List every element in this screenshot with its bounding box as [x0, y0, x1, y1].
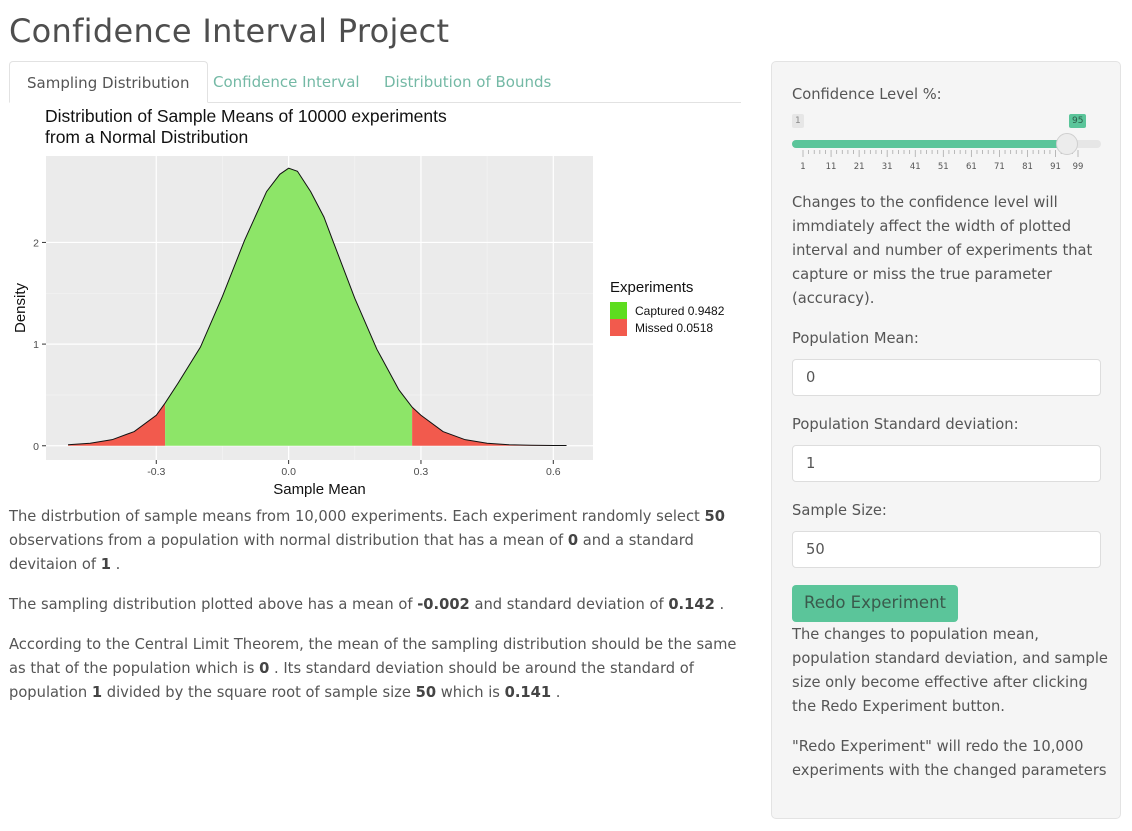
- page-title: Confidence Interval Project: [9, 12, 450, 50]
- density-curve: [68, 167, 567, 446]
- description: The distrbution of sample means from 10,…: [9, 505, 741, 721]
- slider-tick-label: 31: [882, 162, 893, 172]
- slider-tick-label: 41: [910, 162, 921, 172]
- x-tick-label: 0.0: [281, 466, 296, 478]
- slider-handle[interactable]: [1055, 133, 1078, 155]
- slider-ticks: 1 11 21 31 41 51 61 71 81 91 99: [800, 150, 1084, 172]
- confidence-level-slider[interactable]: 1 95 1 11 21 31 41 51 61 71 81 91 99: [792, 114, 1102, 184]
- legend-swatch-missed: [610, 319, 627, 336]
- sample-size-value: 50: [704, 508, 725, 525]
- y-tick-label: 2: [33, 237, 39, 249]
- population-sd-value: 1: [91, 684, 103, 701]
- slider-tick-label: 61: [966, 162, 977, 172]
- redo-note-2: "Redo Experiment" will redo the 10,000 e…: [792, 738, 1107, 779]
- text: which is: [440, 684, 500, 701]
- legend-label-captured: Captured 0.9482: [635, 304, 725, 318]
- population-mean-value: 0: [259, 660, 270, 677]
- redo-note: The changes to population mean, populati…: [792, 626, 1108, 715]
- text: .: [719, 596, 725, 613]
- sample-size-value: 50: [415, 684, 437, 701]
- confidence-note: Changes to the confidence level will imm…: [792, 194, 1093, 307]
- population-mean-label: Population Mean:: [792, 330, 919, 347]
- y-axis-label: Density: [12, 282, 29, 333]
- slider-min-badge: 1: [792, 114, 804, 128]
- slider-tick-label: 99: [1073, 162, 1084, 172]
- sampling-distribution-plot: Distribution of Sample Means of 10000 ex…: [12, 106, 725, 498]
- sample-size-input[interactable]: 50: [792, 531, 1101, 568]
- population-sd-value: 1: [100, 556, 111, 573]
- text: . Its standard deviation should be aroun…: [9, 660, 694, 701]
- x-tick-label: 0.3: [414, 466, 429, 478]
- text: .: [115, 556, 121, 573]
- sampling-mean-value: -0.002: [417, 596, 470, 613]
- chart-title-line2: from a Normal Distribution: [45, 127, 248, 147]
- legend-title: Experiments: [610, 279, 693, 296]
- sidebar-panel: Confidence Level %: 1 95 1 11 21 31 41 51 61 71…: [771, 61, 1121, 819]
- tab-sampling-distribution[interactable]: Sampling Distribution: [9, 61, 208, 103]
- description-p2: The sampling distribution plotted above …: [9, 593, 741, 617]
- slider-fill: [792, 140, 1067, 148]
- sampling-sd-value: 0.142: [668, 596, 715, 613]
- tab-bar: Sampling Distribution Confidence Interva…: [9, 61, 741, 103]
- slider-tick-label: 1: [800, 162, 805, 172]
- redo-experiment-button[interactable]: Redo Experiment: [792, 585, 958, 622]
- standard-error-value: 0.141: [504, 684, 552, 701]
- slider-tick-label: 81: [1022, 162, 1033, 172]
- text: .: [555, 684, 561, 701]
- slider-tick-label: 11: [826, 162, 837, 172]
- confidence-level-label: Confidence Level %:: [792, 86, 942, 103]
- y-tick-label: 0: [33, 441, 39, 453]
- text: observations from a population with norm…: [9, 532, 564, 549]
- missed-region-right: [412, 407, 567, 446]
- text: According to the Central Limit Theorem, …: [9, 636, 737, 677]
- slider-value-badge: 95: [1069, 114, 1087, 128]
- sample-size-label: Sample Size:: [792, 502, 887, 519]
- chart-title-line1: Distribution of Sample Means of 10000 ex…: [45, 106, 447, 126]
- x-tick-label: -0.3: [147, 466, 165, 478]
- population-mean-input[interactable]: 0: [792, 359, 1101, 396]
- legend-label-missed: Missed 0.0518: [635, 321, 713, 335]
- population-mean-value: 0: [567, 532, 579, 549]
- slider-tick-label: 51: [938, 162, 949, 172]
- description-p3: According to the Central Limit Theorem, …: [9, 633, 741, 705]
- y-tick-label: 1: [33, 339, 39, 351]
- text: divided by the square root of sample siz…: [106, 684, 411, 701]
- legend: Experiments Captured 0.9482 Missed 0.051…: [610, 279, 725, 336]
- slider-tick-label: 21: [854, 162, 865, 172]
- legend-swatch-captured: [610, 302, 627, 319]
- text: and standard deviation of: [474, 596, 664, 613]
- x-axis-label: Sample Mean: [273, 481, 366, 498]
- population-sd-input[interactable]: 1: [792, 445, 1101, 482]
- missed-region-left: [68, 403, 166, 446]
- description-p1: The distrbution of sample means from 10,…: [9, 505, 741, 577]
- text: The distrbution of sample means from 10,…: [9, 508, 700, 525]
- tab-confidence-interval[interactable]: Confidence Interval: [213, 73, 360, 91]
- text: The sampling distribution plotted above …: [9, 596, 413, 613]
- text: and a standard devitaion of: [9, 532, 694, 573]
- slider-tick-label: 91: [1050, 162, 1061, 172]
- population-sd-label: Population Standard deviation:: [792, 416, 1019, 433]
- x-tick-label: 0.6: [546, 466, 561, 478]
- tab-distribution-of-bounds[interactable]: Distribution of Bounds: [384, 73, 552, 91]
- captured-region: [165, 168, 413, 446]
- slider-tick-label: 71: [994, 162, 1005, 172]
